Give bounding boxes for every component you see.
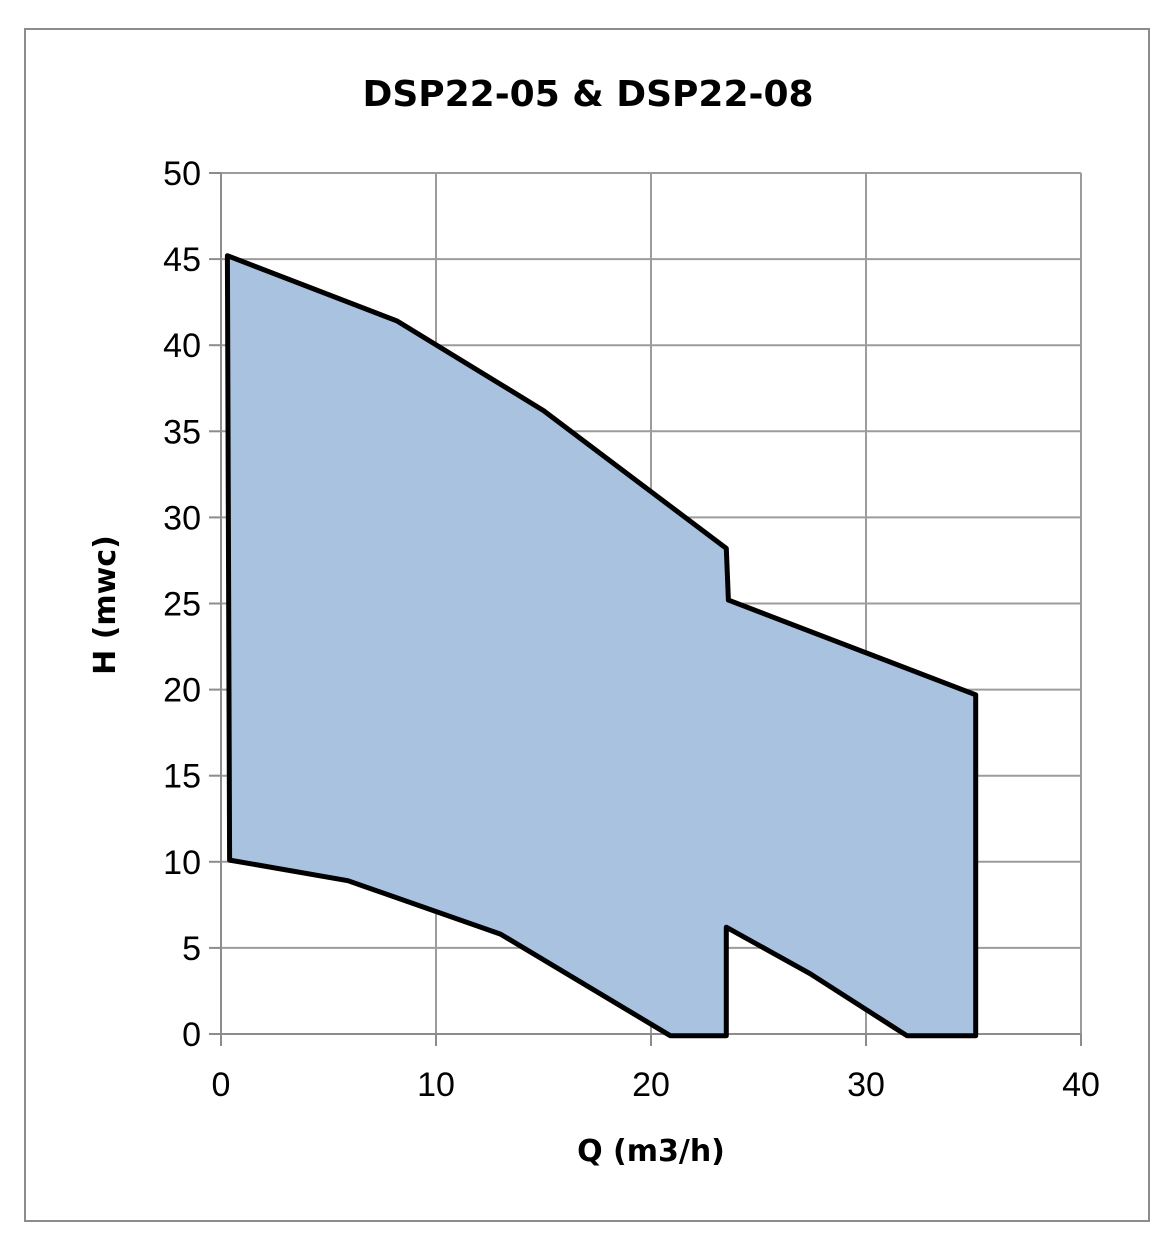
y-tick-label: 25 — [163, 586, 201, 624]
tick-labels: 0 5 10 15 20 25 30 35 40 45 50 0 10 20 30 40 — [163, 155, 1100, 1104]
y-tick-label: 45 — [163, 241, 201, 279]
chart-title: DSP22-05 & DSP22-08 — [362, 74, 813, 115]
y-tick-label: 35 — [163, 413, 201, 451]
y-tick-label: 50 — [163, 155, 201, 193]
y-tick-label: 20 — [163, 672, 201, 710]
y-tick-label: 30 — [163, 499, 201, 537]
y-tick-label: 15 — [163, 758, 201, 796]
y-tick-label: 0 — [182, 1016, 201, 1054]
y-tick-label: 40 — [163, 327, 201, 365]
x-tick-label: 10 — [417, 1066, 455, 1104]
x-axis-title: Q (m3/h) — [577, 1134, 725, 1169]
x-tick-label: 0 — [212, 1066, 231, 1104]
x-tick-label: 40 — [1062, 1066, 1100, 1104]
operating-envelope-area — [224, 253, 979, 1039]
y-tick-label: 5 — [182, 930, 201, 968]
x-tick-label: 20 — [632, 1066, 670, 1104]
y-tick-label: 10 — [163, 844, 201, 882]
y-axis-title: H (mwc) — [88, 535, 123, 675]
series-layer — [224, 253, 979, 1039]
x-tick-label: 30 — [847, 1066, 885, 1104]
